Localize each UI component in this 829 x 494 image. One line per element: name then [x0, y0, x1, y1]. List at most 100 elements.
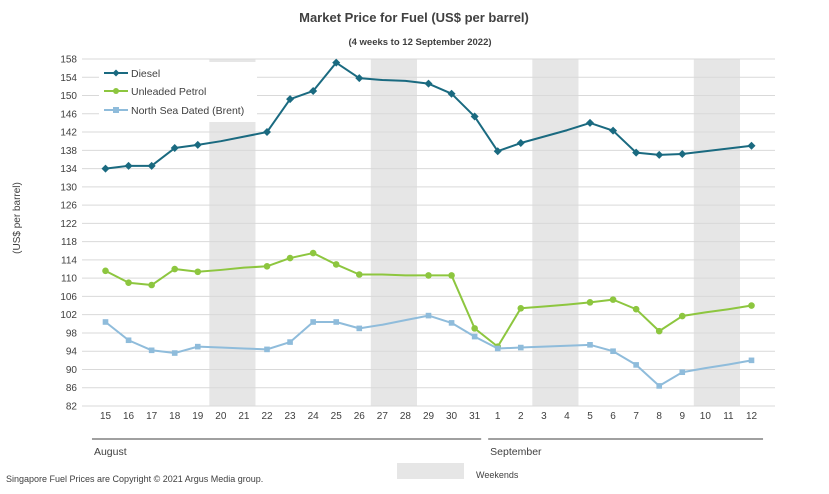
- point-diesel-9: [678, 149, 687, 158]
- x-tick-18: 1: [495, 411, 501, 422]
- x-tick-labels: 15 16 17 18 19 20 21 22 23 24 25 26 27 28 29 30 31 1 2 3 4 5 6…: [100, 411, 758, 422]
- data-series: [101, 58, 756, 389]
- y-tick-142: 142: [60, 128, 77, 139]
- x-tick-22: 5: [587, 411, 593, 422]
- point-north-sea-dated-brent-19: [194, 343, 201, 350]
- x-tick-25: 8: [656, 411, 662, 422]
- point-diesel-23: [286, 95, 295, 104]
- x-tick-6: 20: [215, 411, 227, 422]
- point-diesel-25: [332, 58, 341, 67]
- point-north-sea-dated-brent-17: [148, 347, 155, 354]
- x-tick-13: 27: [377, 411, 389, 422]
- point-north-sea-dated-brent-1: [494, 345, 501, 352]
- x-tick-9: 23: [285, 411, 297, 422]
- point-diesel-22: [263, 128, 271, 137]
- copyright-footnote: Singapore Fuel Prices are Copyright © 20…: [6, 474, 263, 484]
- x-tick-7: 21: [238, 411, 250, 422]
- point-unleaded-petrol-2: [517, 304, 525, 312]
- x-tick-14: 28: [400, 411, 412, 422]
- weekend-band-4: [693, 59, 740, 406]
- chart-title: Market Price for Fuel (US$ per barrel): [299, 10, 529, 25]
- y-tick-labels: 82 86 90 94 98 102 106 110 114 118 122 126 130 134 138…: [60, 55, 77, 413]
- point-diesel-29: [424, 79, 433, 88]
- point-unleaded-petrol-6: [609, 296, 617, 303]
- month-label-august: August: [94, 446, 127, 458]
- point-diesel-1: [493, 147, 502, 156]
- point-diesel-19: [193, 140, 202, 149]
- y-tick-150: 150: [60, 91, 77, 102]
- point-north-sea-dated-brent-8: [656, 383, 663, 389]
- x-tick-17: 31: [469, 411, 481, 422]
- point-unleaded-petrol-19: [194, 268, 202, 276]
- weekend-band-3: [532, 59, 579, 406]
- point-unleaded-petrol-16: [125, 279, 132, 287]
- y-tick-82: 82: [66, 402, 78, 413]
- point-diesel-31: [470, 112, 479, 121]
- legend-item-brent: North Sea Dated (Brent): [104, 105, 244, 117]
- point-unleaded-petrol-22: [263, 262, 271, 270]
- point-north-sea-dated-brent-23: [287, 339, 293, 345]
- x-tick-19: 2: [518, 411, 524, 422]
- point-unleaded-petrol-7: [632, 305, 640, 313]
- legend-item-unleaded-petrol: Unleaded Petrol: [104, 86, 206, 98]
- x-tick-11: 25: [331, 411, 343, 422]
- x-tick-4: 18: [169, 411, 181, 422]
- point-north-sea-dated-brent-18: [171, 350, 178, 356]
- gridlines: [82, 58, 775, 407]
- point-diesel-7: [632, 148, 641, 157]
- point-north-sea-dated-brent-6: [610, 348, 616, 355]
- y-tick-98: 98: [66, 328, 78, 339]
- y-tick-90: 90: [66, 365, 78, 376]
- point-north-sea-dated-brent-12: [748, 357, 755, 364]
- x-tick-15: 29: [423, 411, 435, 422]
- point-diesel-16: [124, 161, 133, 170]
- point-unleaded-petrol-26: [355, 271, 363, 278]
- point-unleaded-petrol-9: [678, 312, 686, 320]
- point-diesel-26: [355, 74, 364, 83]
- y-tick-106: 106: [60, 292, 77, 303]
- point-unleaded-petrol-5: [586, 299, 594, 306]
- legend: Diesel Unleaded Petrol North Sea Dated (…: [99, 62, 257, 122]
- point-diesel-24: [309, 86, 318, 95]
- y-tick-154: 154: [60, 73, 77, 84]
- point-diesel-6: [609, 126, 618, 135]
- weekend-band-2: [370, 59, 417, 406]
- point-diesel-5: [586, 118, 594, 127]
- y-tick-86: 86: [66, 383, 78, 394]
- chart-subtitle: (4 weeks to 12 September 2022): [348, 37, 491, 48]
- point-diesel-18: [170, 144, 179, 153]
- x-tick-10: 24: [308, 411, 320, 422]
- point-north-sea-dated-brent-2: [517, 344, 524, 351]
- x-tick-24: 7: [633, 411, 639, 422]
- point-north-sea-dated-brent-9: [679, 369, 686, 376]
- x-tick-29: 12: [746, 411, 758, 422]
- y-tick-134: 134: [60, 164, 77, 175]
- y-tick-110: 110: [61, 274, 77, 285]
- weekend-bands: [209, 59, 740, 406]
- point-unleaded-petrol-30: [448, 272, 455, 279]
- point-north-sea-dated-brent-15: [102, 319, 109, 325]
- x-tick-23: 6: [610, 411, 616, 422]
- point-north-sea-dated-brent-5: [587, 342, 593, 348]
- point-north-sea-dated-brent-24: [310, 319, 316, 325]
- y-axis-label: (US$ per barrel): [12, 182, 23, 254]
- y-tick-130: 130: [60, 182, 77, 193]
- point-diesel-12: [747, 141, 756, 150]
- x-tick-21: 4: [564, 411, 570, 422]
- x-tick-16: 30: [446, 411, 458, 422]
- y-tick-158: 158: [60, 55, 77, 66]
- point-unleaded-petrol-23: [286, 254, 294, 262]
- point-unleaded-petrol-8: [655, 327, 663, 335]
- legend-brent-label: North Sea Dated (Brent): [131, 105, 244, 117]
- point-north-sea-dated-brent-26: [356, 325, 363, 332]
- weekends-key: Weekends: [397, 463, 519, 480]
- x-tick-3: 17: [146, 411, 158, 422]
- month-label-september: September: [490, 446, 542, 458]
- point-unleaded-petrol-18: [171, 265, 179, 273]
- y-tick-146: 146: [60, 109, 77, 120]
- legend-diesel-marker: [112, 69, 120, 77]
- y-tick-94: 94: [66, 347, 78, 358]
- y-tick-118: 118: [61, 237, 77, 248]
- x-tick-8: 22: [261, 411, 273, 422]
- point-unleaded-petrol-17: [148, 281, 155, 289]
